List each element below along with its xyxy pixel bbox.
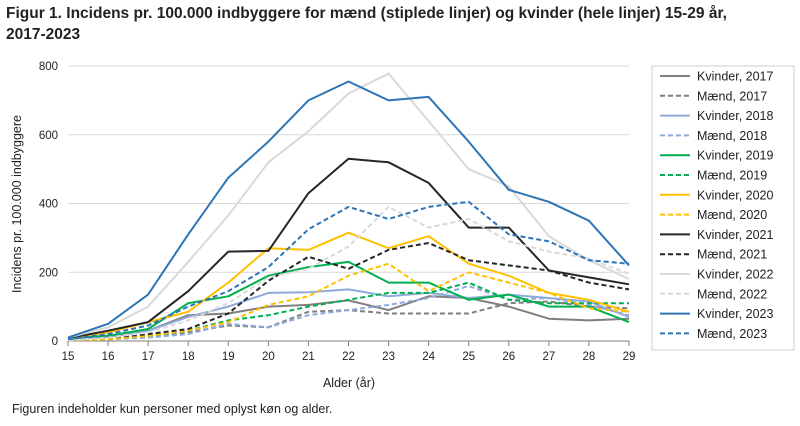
series-line-12 [67, 80, 630, 339]
series-line-2 [67, 288, 630, 341]
x-tick-label: 27 [542, 351, 555, 363]
x-tick-label: 21 [302, 351, 315, 363]
x-tick-label: 18 [182, 351, 195, 363]
series-line-8 [67, 157, 630, 340]
x-tick-label: 22 [342, 351, 355, 363]
x-tick-label: 23 [382, 351, 395, 363]
x-tick-label: 28 [583, 351, 596, 363]
legend-label: Mænd, 2022 [697, 287, 767, 301]
series-line-10 [67, 72, 630, 339]
y-tick-label: 400 [39, 199, 58, 211]
x-tick-label: 17 [142, 351, 155, 363]
legend-label: Mænd, 2017 [697, 89, 767, 103]
legend-label: Mænd, 2021 [697, 248, 767, 262]
footnote: Figuren indeholder kun personer med oply… [12, 402, 333, 416]
y-tick-label: 600 [39, 130, 58, 142]
y-tick-label: 800 [39, 61, 58, 73]
y-tick-labels: 0 200 400 600 800 [39, 61, 58, 348]
series-line-11 [67, 205, 630, 342]
legend-label: Kvinder, 2020 [697, 188, 773, 202]
x-tick-label: 26 [502, 351, 515, 363]
x-tick-label: 29 [623, 351, 636, 363]
x-tick-labels: 15 16 17 18 19 20 21 22 23 24 25 26 27 28 29 [62, 351, 636, 363]
legend-label: Kvinder, 2019 [697, 149, 773, 163]
legend: Kvinder, 2017 Mænd, 2017 Kvinder, 2018 Mænd… [651, 65, 795, 351]
legend-label: Mænd, 2018 [697, 129, 767, 143]
x-tick-label: 19 [222, 351, 235, 363]
x-tick-label: 25 [462, 351, 475, 363]
y-tick-label: 0 [52, 336, 58, 348]
series-line-3 [67, 285, 630, 342]
legend-label: Kvinder, 2021 [697, 228, 773, 242]
legend-label: Kvinder, 2018 [697, 109, 773, 123]
grid-lines [68, 65, 629, 273]
x-tick-label: 20 [262, 351, 275, 363]
series-line-13 [67, 200, 630, 341]
x-tick-label: 16 [102, 351, 115, 363]
legend-label: Kvinder, 2022 [697, 268, 773, 282]
chart-title: Figur 1. Incidens pr. 100.000 indbyggere… [6, 5, 727, 43]
legend-label: Mænd, 2019 [697, 169, 767, 183]
legend-label: Mænd, 2023 [697, 327, 767, 341]
y-axis-title: Incidens pr. 100.000 indbyggere [10, 115, 24, 293]
legend-label: Kvinder, 2017 [697, 70, 773, 84]
axes [67, 340, 630, 346]
x-tick-label: 15 [62, 351, 75, 363]
series-line-5 [67, 281, 629, 342]
legend-label: Kvinder, 2023 [697, 307, 773, 321]
series-lines [67, 72, 630, 342]
x-tick-label: 24 [422, 351, 435, 363]
series-line-7 [67, 262, 630, 342]
legend-box [651, 65, 795, 351]
y-tick-label: 200 [39, 267, 58, 279]
x-axis-title: Alder (år) [323, 376, 375, 390]
series-line-9 [67, 242, 630, 342]
legend-label: Mænd, 2020 [697, 208, 767, 222]
